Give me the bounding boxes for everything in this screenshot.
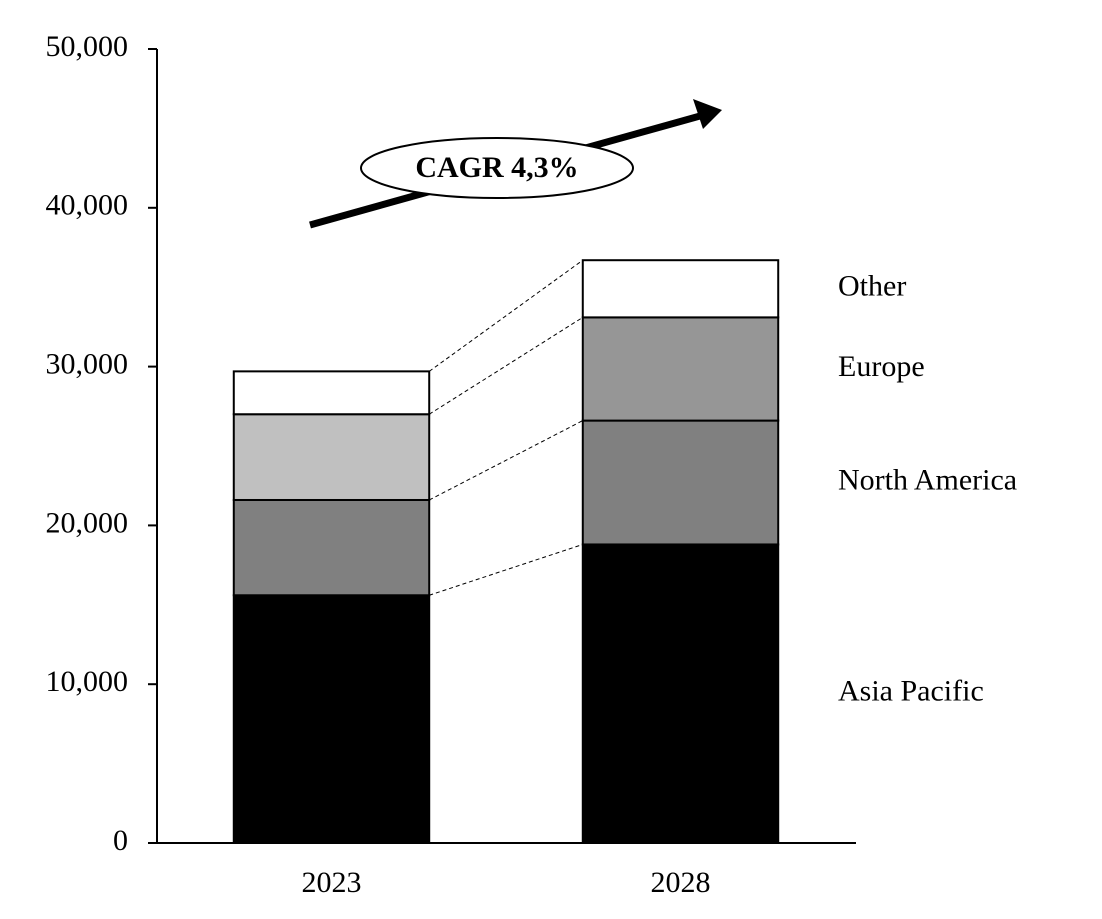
connector bbox=[429, 543, 583, 596]
x-tick-label: 2028 bbox=[651, 866, 711, 899]
bar-segment bbox=[581, 259, 780, 319]
y-tick-label: 0 bbox=[113, 824, 128, 857]
bar-segment bbox=[581, 419, 780, 546]
bar-segment bbox=[232, 370, 431, 416]
cagr-annotation: CAGR 4,3% bbox=[309, 99, 722, 229]
legend-label: Europe bbox=[838, 350, 925, 383]
bar-segment bbox=[232, 413, 431, 501]
annotation-text: CAGR 4,3% bbox=[415, 151, 578, 184]
y-tick-label: 50,000 bbox=[46, 30, 129, 63]
legend-label: Asia Pacific bbox=[838, 675, 984, 708]
connector bbox=[428, 420, 584, 501]
y-tick-label: 10,000 bbox=[46, 665, 129, 698]
y-tick-label: 20,000 bbox=[46, 506, 129, 539]
y-tick-label: 30,000 bbox=[46, 347, 129, 380]
x-tick-label: 2023 bbox=[302, 866, 362, 899]
annotation-ellipse bbox=[360, 137, 634, 199]
bar-segment bbox=[232, 498, 431, 597]
legend-label: Other bbox=[838, 270, 906, 303]
bar-segment bbox=[581, 316, 780, 422]
connector bbox=[428, 259, 584, 372]
legend-label: North America bbox=[838, 463, 1017, 496]
bar-segment bbox=[581, 543, 780, 844]
bar-segment bbox=[232, 594, 431, 844]
arrow-head bbox=[693, 99, 722, 129]
y-tick-label: 40,000 bbox=[46, 189, 129, 222]
connector bbox=[428, 316, 584, 415]
